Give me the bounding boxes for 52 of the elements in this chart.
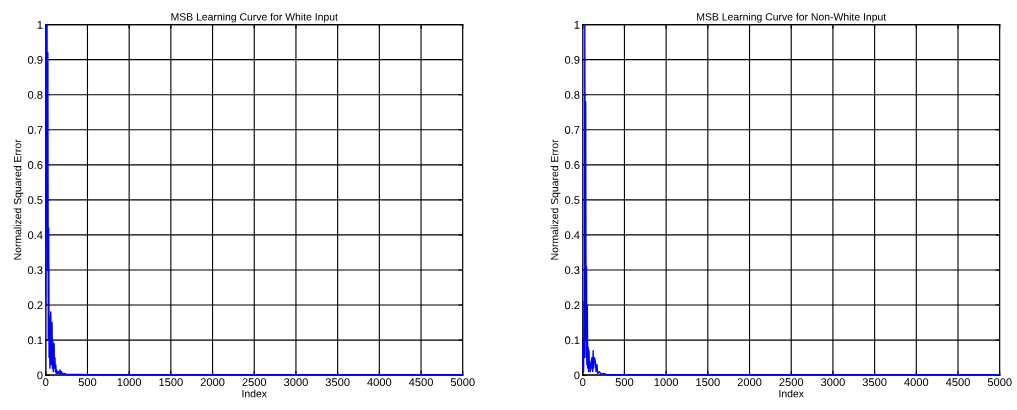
chart-title: MSB Learning Curve for White Input [171,12,338,23]
y-tick-label: 0.7 [564,126,580,134]
y-tick-label: 0.6 [564,161,580,169]
y-tick-label: 0.3 [27,266,43,275]
line-series [582,23,1001,376]
x-tick-label: 2500 [779,378,804,387]
y-tick-label: 0.2 [564,301,580,310]
y-tick-label: 0.2 [27,301,43,310]
x-tick-label: 0 [580,378,586,387]
x-tick-label: 5000 [450,378,475,387]
y-tick-label: 0.9 [27,55,43,64]
x-tick-label: 4000 [904,378,929,387]
chart-title: MSB Learning Curve for Non-White Input [697,12,887,23]
y-tick-label: 1 [574,20,580,29]
x-tick-label: 0 [43,378,49,387]
y-axis-title: Normalized Squared Error [13,139,24,260]
y-tick-label: 0.4 [564,231,580,240]
x-tick-label: 3000 [284,378,308,387]
x-tick-label: 1500 [696,378,720,387]
x-axis-title: Index [779,389,804,398]
x-tick-label: 3500 [325,378,350,387]
y-tick-label: 0.5 [27,196,43,205]
x-tick-label: 2000 [737,378,762,387]
y-tick-label: 0.9 [564,55,580,64]
y-axis-title: Normalized Squared Error [550,139,561,260]
x-tick-label: 4500 [408,378,433,387]
x-tick-label: 1000 [654,378,679,387]
line-series [45,23,464,376]
x-axis-title: Index [242,389,267,398]
y-tick-label: 0.3 [564,266,580,275]
x-tick-label: 1000 [117,378,142,387]
y-tick-label: 0.4 [27,231,43,240]
y-tick-label: 0 [574,371,580,380]
y-tick-label: 0 [37,371,43,380]
x-tick-label: 5000 [987,378,1012,387]
x-tick-label: 4000 [367,378,392,387]
y-tick-label: 0.8 [564,90,580,99]
x-tick-label: 500 [615,378,634,387]
y-tick-label: 0.1 [27,336,43,345]
y-tick-label: 0.5 [564,196,580,205]
y-tick-label: 1 [37,20,43,29]
x-tick-label: 1500 [159,378,183,387]
y-tick-label: 0.8 [27,90,43,99]
y-tick-label: 0.7 [27,126,43,134]
y-tick-label: 0.1 [564,336,580,345]
x-tick-label: 2500 [242,378,267,387]
x-tick-label: 2000 [200,378,225,387]
x-tick-label: 4500 [945,378,970,387]
x-tick-label: 3500 [862,378,887,387]
y-tick-label: 0.6 [27,161,43,169]
x-tick-label: 3000 [820,378,845,387]
x-tick-label: 500 [78,378,97,387]
